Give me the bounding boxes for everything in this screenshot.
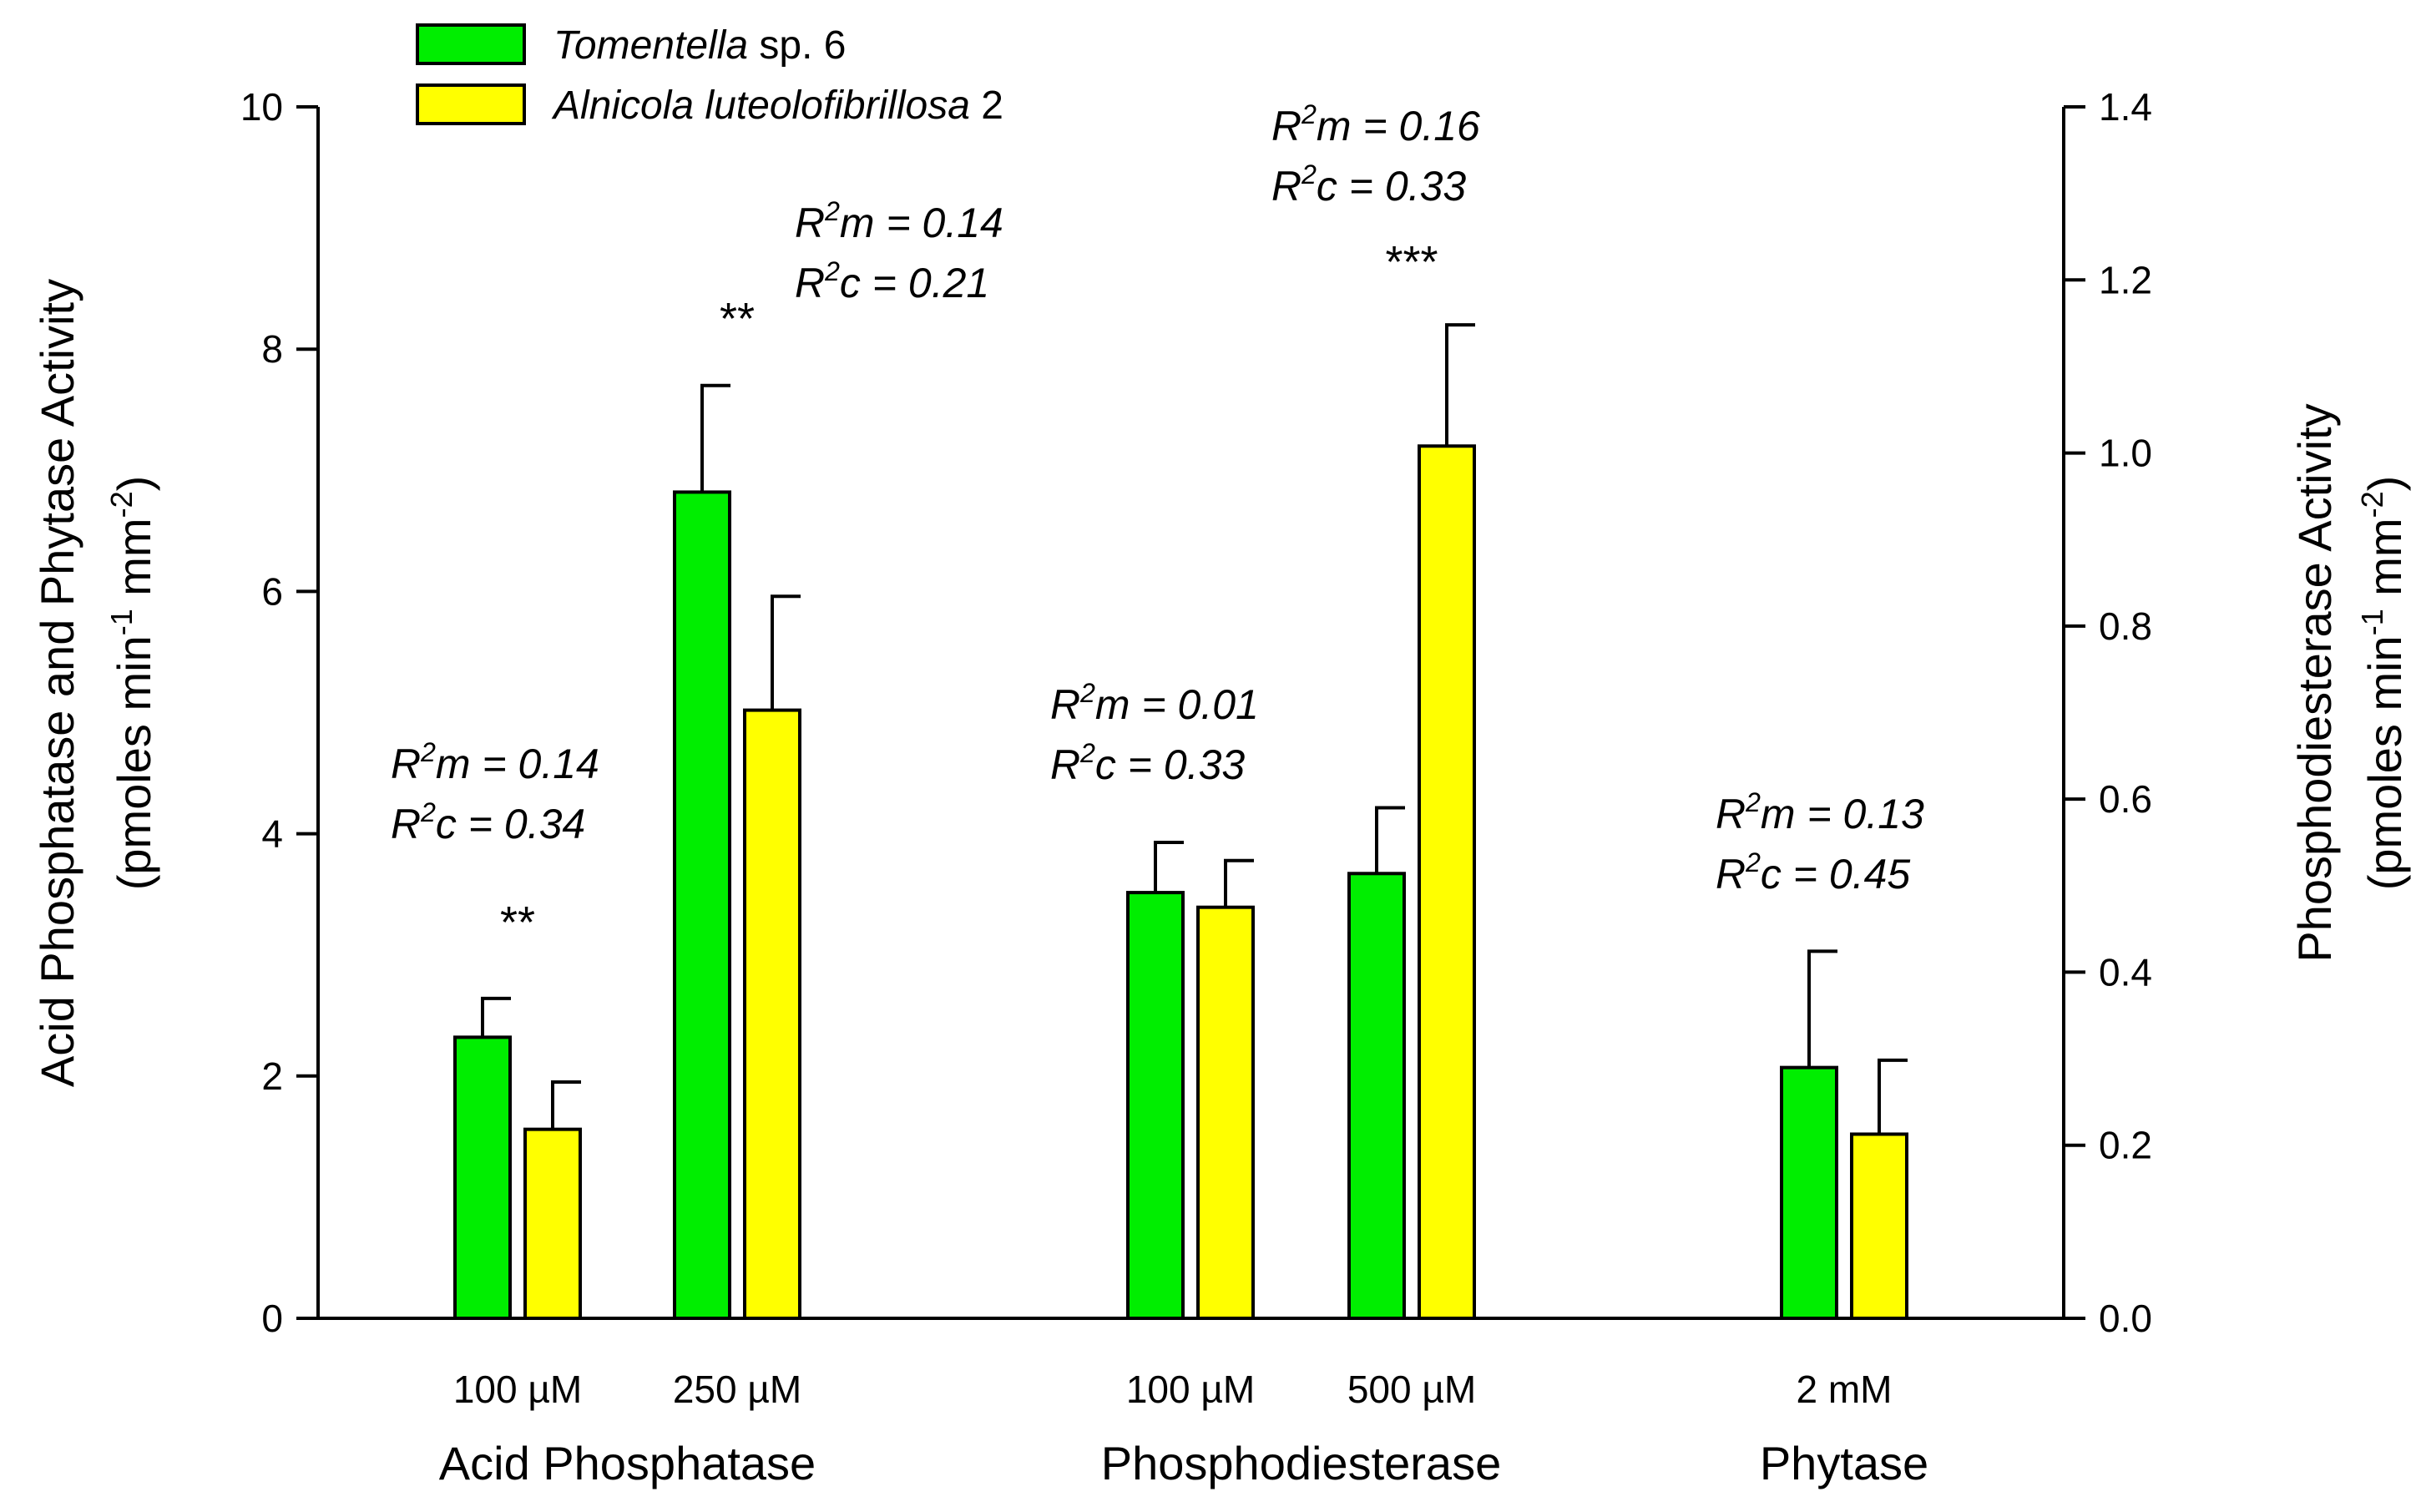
right-tick-label: 1.4 <box>2099 85 2152 129</box>
r2m-annotation: R2m = 0.14 <box>391 737 599 787</box>
r2m-annotation: R2m = 0.13 <box>1716 787 1924 837</box>
right-tick-label: 0.0 <box>2099 1297 2152 1340</box>
left-tick-label: 0 <box>261 1297 283 1340</box>
bar-tomentella <box>673 490 731 1320</box>
legend-swatch <box>416 83 526 125</box>
concentration-label: 250 µM <box>673 1368 801 1411</box>
significance-stars: ** <box>500 898 535 948</box>
group-label: Phosphodiesterase <box>1101 1437 1501 1489</box>
left-tick-label: 2 <box>261 1054 283 1098</box>
r2c-annotation: R2c = 0.33 <box>1271 159 1466 210</box>
bar-alnicola <box>1196 905 1255 1320</box>
bar-tomentella <box>1780 1065 1838 1320</box>
bar-alnicola <box>523 1127 582 1321</box>
left-axis-title-line1: Acid Phosphatase and Phytase Activity <box>31 279 83 1087</box>
right-tick-label: 0.6 <box>2099 777 2152 821</box>
r2c-annotation: R2c = 0.34 <box>391 797 585 847</box>
r2m-annotation: R2m = 0.01 <box>1050 678 1259 728</box>
bar-alnicola <box>1850 1132 1908 1320</box>
right-axis-title-line1: Phosphodiesterase Activity <box>2288 403 2341 962</box>
left-tick-label: 10 <box>240 85 283 129</box>
right-tick-label: 0.4 <box>2099 950 2152 994</box>
significance-stars: *** <box>1385 237 1438 287</box>
r2c-annotation: R2c = 0.21 <box>795 256 989 306</box>
right-tick-label: 1.0 <box>2099 432 2152 475</box>
r2m-annotation: R2m = 0.14 <box>795 196 1003 246</box>
bar-alnicola <box>1418 444 1476 1320</box>
bar-tomentella <box>1126 891 1185 1320</box>
concentration-label: 100 µM <box>453 1368 582 1411</box>
left-tick-label: 8 <box>261 327 283 371</box>
r2c-annotation: R2c = 0.33 <box>1050 738 1245 788</box>
r2c-annotation: R2c = 0.45 <box>1716 847 1910 898</box>
group-label: Acid Phosphatase <box>439 1437 816 1489</box>
right-tick-label: 0.8 <box>2099 604 2152 648</box>
left-tick-label: 4 <box>261 812 283 856</box>
bar-tomentella <box>453 1035 512 1321</box>
significance-stars: ** <box>720 294 755 344</box>
right-axis-title-line2: (pmoles min-1 mm-2) <box>2355 476 2411 891</box>
bar-tomentella <box>1347 872 1406 1321</box>
left-tick-label: 6 <box>261 569 283 613</box>
concentration-label: 2 mM <box>1797 1368 1893 1411</box>
group-label: Phytase <box>1760 1437 1928 1489</box>
concentration-label: 100 µM <box>1126 1368 1255 1411</box>
right-tick-label: 1.2 <box>2099 258 2152 301</box>
right-tick-label: 0.2 <box>2099 1124 2152 1167</box>
bar-alnicola <box>743 708 801 1320</box>
concentration-label: 500 µM <box>1347 1368 1476 1411</box>
legend-entry: Alnicola luteolofibrillosa 2 <box>551 83 1003 128</box>
legend-swatch <box>416 23 526 65</box>
left-axis-title-line2: (pmoles min-1 mm-2) <box>104 476 160 891</box>
legend-entry: Tomentella sp. 6 <box>553 23 846 68</box>
r2m-annotation: R2m = 0.16 <box>1271 99 1480 149</box>
